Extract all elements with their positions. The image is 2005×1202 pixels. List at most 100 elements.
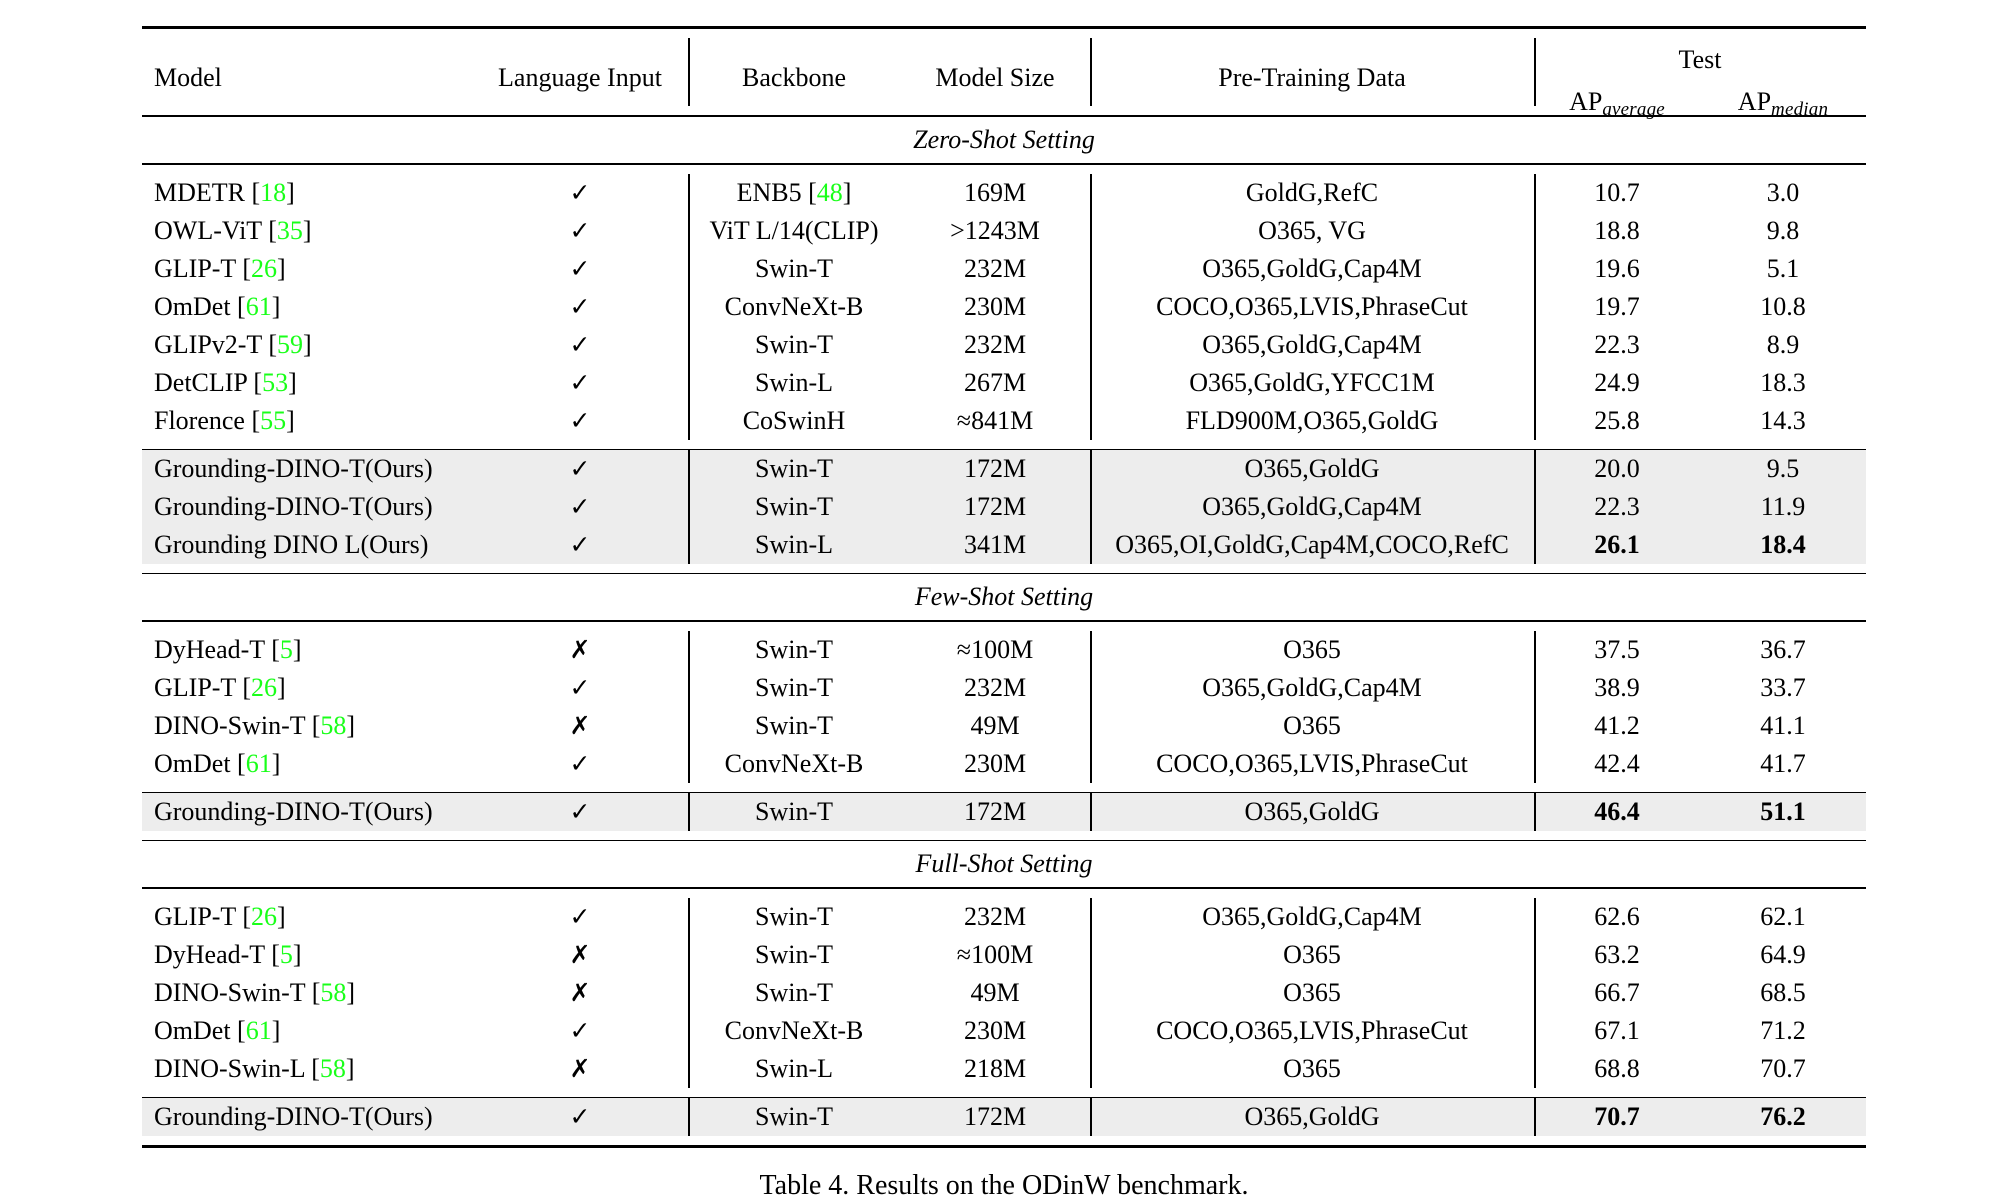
backbone-name: ConvNeXt-B (724, 292, 864, 321)
check-icon: ✓ (569, 1018, 591, 1045)
cell-backbone: Swin-L (688, 526, 900, 564)
cell-model-size: 172M (900, 450, 1090, 488)
cell-backbone: Swin-T (688, 898, 900, 936)
citation-ref[interactable]: [35] (268, 216, 312, 245)
cell-ap-average: 41.2 (1534, 707, 1700, 745)
citation-ref[interactable]: [26] (242, 902, 286, 931)
cell-ap-median: 9.5 (1700, 450, 1866, 488)
cell-backbone: Swin-T (688, 250, 900, 288)
cell-model: OmDet [61] (142, 1012, 472, 1050)
citation-ref[interactable]: [58] (311, 711, 356, 740)
citation-ref[interactable]: [61] (237, 749, 281, 778)
citation-ref[interactable]: [26] (242, 673, 286, 702)
cell-pretraining-data: O365,GoldG (1090, 450, 1534, 488)
cell-model: GLIP-T [26] (142, 250, 472, 288)
cross-icon: ✗ (569, 637, 591, 664)
cell-ap-median: 11.9 (1700, 488, 1866, 526)
backbone-name: Swin-T (755, 492, 833, 521)
table-row: DyHead-T [5] ✗ Swin-T ≈100M O365 63.2 64.9 (142, 936, 1866, 974)
check-icon: ✓ (569, 256, 591, 283)
citation-ref[interactable]: [18] (251, 178, 295, 207)
cell-pretraining-data: O365, VG (1090, 212, 1534, 250)
cell-ap-average: 66.7 (1534, 974, 1700, 1012)
citation-ref[interactable]: [55] (251, 406, 295, 435)
column-header-language-input-label: Language Input (498, 63, 662, 92)
cell-model: OmDet [61] (142, 288, 472, 326)
table-row: GLIP-T [26] ✓ Swin-T 232M O365,GoldG,Cap4M 62… (142, 898, 1866, 936)
table-caption: Table 4. Results on the ODinW benchmark. (759, 1170, 1249, 1201)
cell-model-size: ≈100M (956, 940, 1034, 969)
citation-ref[interactable]: [61] (237, 292, 281, 321)
cell-model: GLIP-T [26] (142, 898, 472, 936)
check-icon: ✓ (569, 751, 591, 778)
backbone-name: Swin-L (755, 530, 833, 559)
check-icon: ✓ (569, 180, 591, 207)
cell-language-input: ✓ (472, 526, 688, 564)
model-name: Grounding-DINO-T(Ours) (154, 1102, 433, 1131)
backbone-name: Swin-T (755, 330, 833, 359)
model-name: DyHead-T (154, 635, 265, 664)
cell-backbone: Swin-T (688, 631, 900, 669)
cell-ap-median: 33.7 (1760, 673, 1806, 702)
model-name: DetCLIP (154, 368, 247, 397)
citation-ref[interactable]: [48] (808, 178, 852, 207)
rule-section-top-2 (142, 840, 1866, 841)
ap-average-subscript: average (1602, 99, 1665, 120)
table-row: GLIP-T [26] ✓ Swin-T 232M O365,GoldG,Cap4M 38… (142, 669, 1866, 707)
cell-backbone: Swin-T (688, 936, 900, 974)
cell-pretraining-data: O365,GoldG,Cap4M (1090, 669, 1534, 707)
citation-ref[interactable]: [53] (253, 368, 297, 397)
cell-ap-median: 10.8 (1760, 292, 1806, 321)
cell-model: DetCLIP [53] (142, 364, 472, 402)
cell-model-size: >1243M (950, 216, 1040, 245)
cell-pretraining-data: O365,GoldG,YFCC1M (1090, 364, 1534, 402)
model-name: OmDet (154, 1016, 231, 1045)
backbone-name: Swin-T (755, 797, 833, 826)
cell-ap-average: 20.0 (1534, 450, 1700, 488)
citation-ref[interactable]: [58] (311, 978, 356, 1007)
cell-pretraining-data: O365,GoldG,Cap4M (1090, 326, 1534, 364)
model-name: DINO-Swin-T (154, 711, 306, 740)
cell-ap-median: 3.0 (1766, 178, 1800, 207)
cell-backbone: Swin-L (688, 364, 900, 402)
citation-ref[interactable]: [5] (271, 635, 302, 664)
citation-ref[interactable]: [5] (271, 940, 302, 969)
odinw-results-table: Model Language Input Backbone Model Size… (142, 26, 1866, 1149)
cell-model: Grounding-DINO-T(Ours) (142, 793, 472, 831)
backbone-name: Swin-T (755, 673, 833, 702)
cell-pretraining-data: O365,OI,GoldG,Cap4M,COCO,RefC (1090, 526, 1534, 564)
citation-ref[interactable]: [59] (268, 330, 312, 359)
check-icon: ✓ (569, 904, 591, 931)
cell-model-size: 230M (963, 749, 1027, 778)
cell-backbone: ENB5 [48] (688, 174, 900, 212)
table-row: Grounding-DINO-T(Ours) ✓ Swin-T 172M O365,Go… (142, 1098, 1866, 1136)
backbone-name: CoSwinH (742, 406, 846, 435)
cell-backbone: Swin-T (688, 669, 900, 707)
section-label-2: Full-Shot Setting (915, 849, 1093, 878)
table-row: DINO-Swin-T [58] ✗ Swin-T 49M O365 66.7 68.5 (142, 974, 1866, 1012)
ap-median-text: AP (1737, 87, 1772, 116)
citation-ref[interactable]: [61] (237, 1016, 281, 1045)
citation-ref[interactable]: [58] (311, 1054, 355, 1083)
backbone-name: ConvNeXt-B (724, 1016, 864, 1045)
cell-ap-median: 68.5 (1760, 978, 1806, 1007)
check-icon: ✓ (569, 218, 591, 245)
table-row: OWL-ViT [35] ✓ ViT L/14(CLIP) >1243M O365, V… (142, 212, 1866, 250)
section-label-1: Few-Shot Setting (914, 582, 1094, 611)
column-header-ap-average: Test APaverage (1534, 29, 1721, 120)
citation-ref[interactable]: [26] (242, 254, 286, 283)
cell-ap-average: 19.7 (1534, 288, 1700, 326)
cell-ap-average: 62.6 (1534, 898, 1700, 936)
cell-language-input: ✓ (472, 1098, 688, 1136)
cell-backbone: CoSwinH (688, 402, 900, 440)
column-header-ap-average-label: APaverage (1534, 89, 1700, 120)
row-spacer (142, 889, 1866, 898)
backbone-name: Swin-T (755, 711, 833, 740)
column-header-backbone: Backbone (688, 29, 900, 116)
cell-model: Florence [55] (142, 402, 472, 440)
cell-language-input: ✓ (472, 450, 688, 488)
row-spacer (142, 622, 1866, 631)
cell-model: GLIPv2-T [59] (142, 326, 472, 364)
table-body: Zero-Shot Setting MDETR [18] ✓ ENB5 [48] 169… (142, 117, 1866, 1149)
model-name: OmDet (154, 292, 231, 321)
